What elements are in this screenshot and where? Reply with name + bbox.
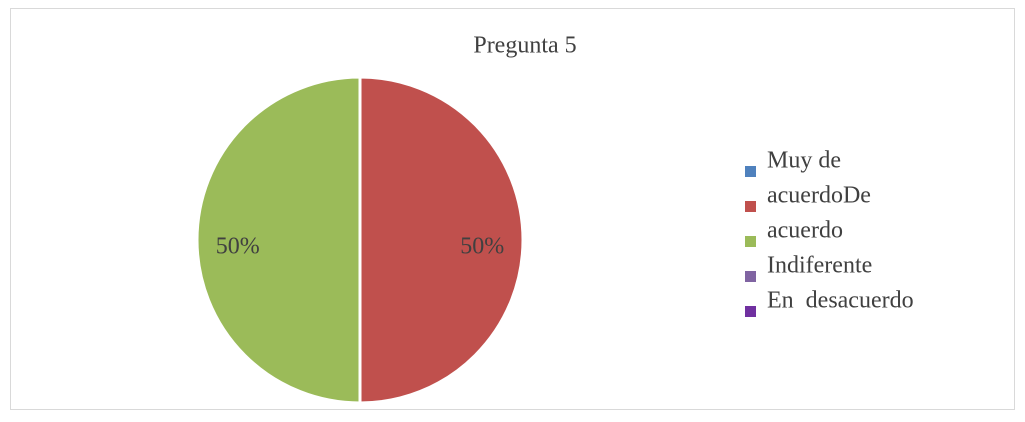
legend-swatch	[745, 271, 756, 282]
legend-label: acuerdo	[767, 218, 843, 244]
legend-swatch	[745, 166, 756, 177]
pie-slice	[358, 75, 525, 405]
pie-slice	[195, 75, 362, 405]
legend-label: En desacuerdo	[767, 288, 914, 314]
data-label: 50%	[460, 234, 504, 260]
legend-label: Muy de	[767, 148, 841, 174]
chart-title: Pregunta 5	[473, 33, 576, 59]
legend-label: acuerdoDe	[767, 183, 871, 209]
legend-swatch	[745, 306, 756, 317]
data-label: 50%	[216, 234, 260, 260]
legend-swatch	[745, 236, 756, 247]
legend-swatch	[745, 201, 756, 212]
legend-label: Indiferente	[767, 253, 872, 279]
